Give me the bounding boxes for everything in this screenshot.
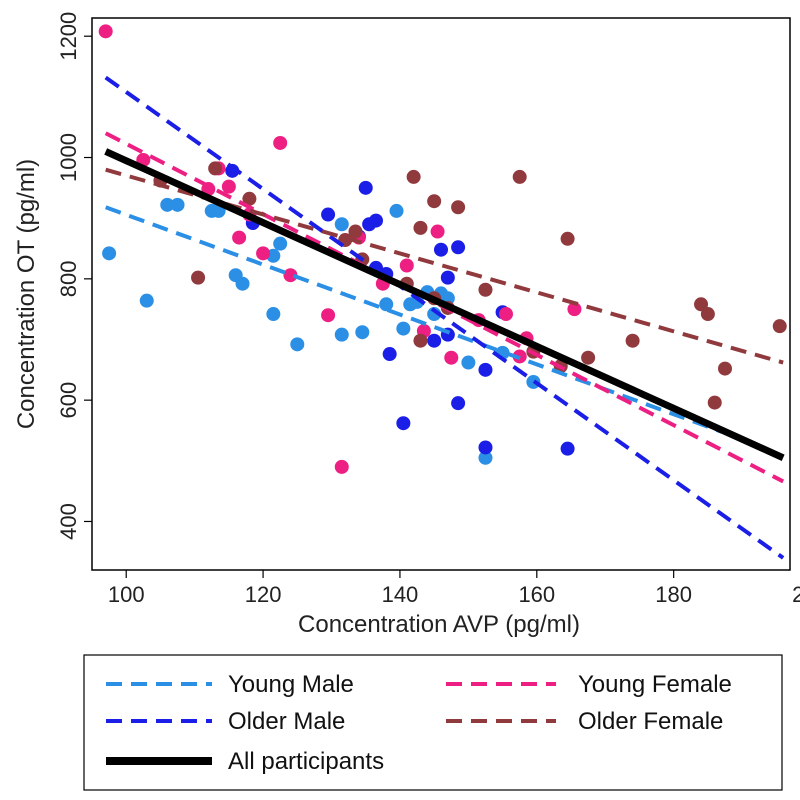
point-young-male-24 — [461, 355, 476, 370]
point-young-male-7 — [235, 276, 250, 291]
x-tick-label-2: 140 — [382, 582, 419, 607]
point-older-female-14 — [451, 200, 466, 215]
point-young-female-16 — [430, 224, 445, 239]
x-tick-label-5: 200 — [792, 582, 800, 607]
point-older-female-1 — [191, 270, 206, 285]
regression-lines — [104, 75, 785, 560]
point-older-female-2 — [208, 161, 223, 176]
point-young-male-0 — [102, 246, 117, 261]
point-young-male-13 — [334, 217, 349, 232]
legend-label-young-male: Young Male — [228, 671, 354, 698]
point-young-female-22 — [567, 302, 582, 317]
point-young-female-10 — [321, 308, 336, 323]
point-older-male-15 — [451, 240, 466, 255]
point-older-female-5 — [348, 224, 363, 239]
y-tick-label-2: 800 — [56, 260, 81, 297]
point-young-male-25 — [478, 450, 493, 465]
point-young-female-14 — [399, 258, 414, 273]
point-young-male-14 — [355, 325, 370, 340]
legend-label-young-female: Young Female — [578, 671, 732, 698]
point-older-female-21 — [625, 333, 640, 348]
point-young-male-8 — [266, 307, 281, 322]
trend-line-older-male — [104, 75, 785, 560]
point-young-male-11 — [290, 337, 305, 352]
legend-label-older-female: Older Female — [578, 708, 723, 735]
point-older-female-23 — [700, 307, 715, 322]
point-young-male-16 — [389, 203, 404, 218]
point-young-female-9 — [283, 268, 298, 283]
point-older-male-4 — [358, 180, 373, 195]
trend-line-older-female — [105, 167, 784, 365]
x-tick-label-1: 120 — [245, 582, 282, 607]
point-older-female-10 — [413, 333, 428, 348]
point-older-female-24 — [707, 395, 722, 410]
axis-ticks: 100 120 140 160 180 200 400 600 800 1000 1200 — [56, 12, 800, 607]
point-young-female-0 — [98, 24, 113, 39]
point-older-female-20 — [581, 350, 596, 365]
point-older-male-17 — [478, 362, 493, 377]
point-older-female-22 — [694, 297, 709, 312]
legend-label-older-male: Older Male — [228, 708, 345, 735]
point-older-female-25 — [717, 361, 732, 376]
x-tick-label-4: 180 — [655, 582, 692, 607]
point-older-male-2 — [321, 207, 336, 222]
point-older-female-9 — [413, 220, 428, 235]
legend-box — [83, 654, 783, 791]
point-young-female-17 — [444, 350, 459, 365]
x-tick-label-0: 100 — [108, 582, 145, 607]
point-young-female-7 — [256, 246, 271, 261]
point-young-female-5 — [232, 230, 247, 245]
point-older-female-8 — [406, 169, 421, 184]
point-older-male-12 — [434, 242, 448, 257]
point-young-male-17 — [396, 321, 411, 336]
point-older-male-18 — [478, 440, 493, 455]
x-axis-label: Concentration AVP (pg/ml) — [298, 611, 580, 638]
point-young-male-2 — [160, 197, 175, 212]
point-older-female-15 — [478, 282, 493, 297]
point-older-female-26 — [772, 319, 787, 334]
y-tick-label-3: 1000 — [56, 133, 81, 182]
trend-line-young-male — [105, 205, 723, 434]
y-tick-label-4: 1200 — [56, 12, 81, 61]
point-older-male-10 — [396, 416, 411, 431]
y-axis-label: Concentration OT (pg/ml) — [13, 159, 40, 429]
point-older-female-16 — [512, 169, 527, 184]
point-older-female-19 — [560, 231, 575, 246]
point-older-male-16 — [451, 396, 466, 411]
legend-label-all-participants: All participants — [228, 748, 384, 775]
point-young-male-3 — [170, 197, 185, 212]
point-older-female-3 — [242, 191, 257, 206]
y-tick-label-1: 600 — [56, 382, 81, 419]
y-tick-label-0: 400 — [56, 503, 81, 540]
point-older-female-11 — [427, 194, 442, 209]
point-young-male-15 — [379, 297, 394, 312]
point-older-male-9 — [382, 347, 397, 362]
point-older-male-20 — [560, 441, 575, 456]
point-older-male-13 — [440, 270, 455, 285]
point-young-female-19 — [499, 307, 514, 322]
point-older-male-11 — [427, 333, 442, 348]
point-young-male-1 — [139, 293, 154, 308]
point-young-female-4 — [221, 179, 236, 194]
point-older-male-6 — [368, 213, 383, 228]
trend-line-all-participants — [104, 148, 785, 461]
point-young-male-10 — [273, 236, 288, 251]
point-young-male-12 — [334, 327, 349, 342]
point-young-female-11 — [334, 459, 349, 474]
x-tick-label-3: 160 — [518, 582, 555, 607]
point-young-female-8 — [273, 135, 288, 150]
